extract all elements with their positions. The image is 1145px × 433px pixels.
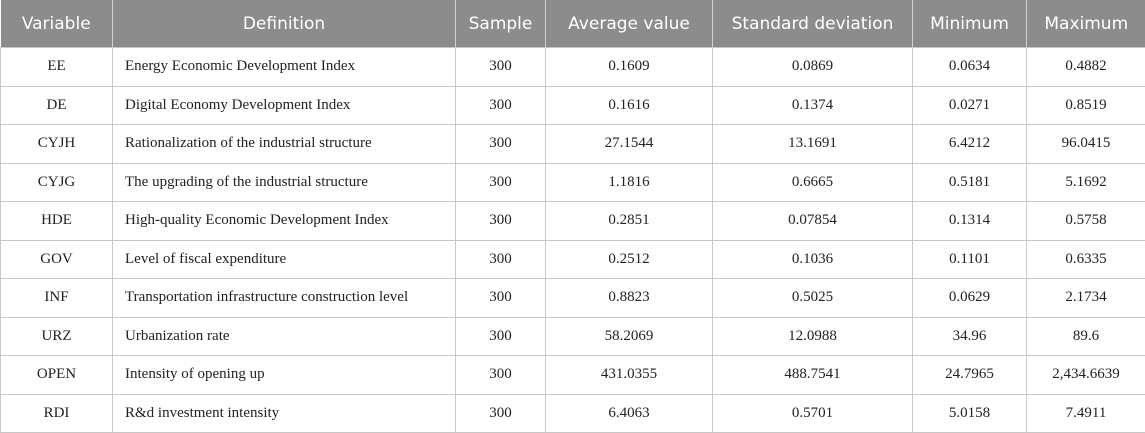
table-cell: Transportation infrastructure constructi… <box>112 278 456 318</box>
table-cell: 300 <box>455 316 546 356</box>
table-row: HDE High-quality Economic Development Ind… <box>0 201 1145 241</box>
table-cell: High-quality Economic Development Index <box>112 201 456 241</box>
table-cell: 34.96 <box>912 316 1027 356</box>
table-cell: 0.4882 <box>1026 47 1145 87</box>
table-cell: 27.1544 <box>545 124 713 164</box>
header-cell: Minimum <box>912 0 1027 48</box>
table-row: RDI R&d investment intensity 300 6.4063 0.57… <box>0 393 1145 433</box>
table-cell: 0.2512 <box>545 239 713 279</box>
table-cell: URZ <box>0 316 113 356</box>
table-cell: The upgrading of the industrial structur… <box>112 162 456 202</box>
table-body: EE Energy Economic Development Index 300 0.… <box>0 47 1145 433</box>
table-cell: Intensity of opening up <box>112 355 456 395</box>
table-cell: 89.6 <box>1026 316 1145 356</box>
table-cell: OPEN <box>0 355 113 395</box>
table-cell: 300 <box>455 278 546 318</box>
table-cell: 2.1734 <box>1026 278 1145 318</box>
table-cell: 13.1691 <box>712 124 913 164</box>
table-cell: EE <box>0 47 113 87</box>
table-cell: HDE <box>0 201 113 241</box>
table-cell: 0.1036 <box>712 239 913 279</box>
table-cell: RDI <box>0 393 113 433</box>
header-cell: Definition <box>112 0 456 48</box>
table-cell: 5.1692 <box>1026 162 1145 202</box>
table-cell: GOV <box>0 239 113 279</box>
table-cell: 0.0271 <box>912 85 1027 125</box>
table-cell: Level of fiscal expenditure <box>112 239 456 279</box>
table-row: INF Transportation infrastructure constru… <box>0 278 1145 318</box>
table-cell: 1.1816 <box>545 162 713 202</box>
table-cell: 0.6335 <box>1026 239 1145 279</box>
table-cell: 0.6665 <box>712 162 913 202</box>
table-cell: 0.2851 <box>545 201 713 241</box>
table-cell: 0.0869 <box>712 47 913 87</box>
header-cell: Sample <box>455 0 546 48</box>
table-cell: 24.7965 <box>912 355 1027 395</box>
table-cell: Energy Economic Development Index <box>112 47 456 87</box>
table-cell: 300 <box>455 162 546 202</box>
table-cell: 300 <box>455 239 546 279</box>
table-row: OPEN Intensity of opening up 300 431.0355 48… <box>0 355 1145 395</box>
table-cell: 0.5025 <box>712 278 913 318</box>
table-cell: 0.0629 <box>912 278 1027 318</box>
table-cell: 300 <box>455 124 546 164</box>
table-cell: 488.7541 <box>712 355 913 395</box>
table-cell: 5.0158 <box>912 393 1027 433</box>
table-cell: 58.2069 <box>545 316 713 356</box>
table-row: CYJG The upgrading of the industrial stru… <box>0 162 1145 202</box>
table-cell: CYJG <box>0 162 113 202</box>
table-cell: 300 <box>455 85 546 125</box>
table-row: DE Digital Economy Development Index 300 0.… <box>0 85 1145 125</box>
table-cell: Urbanization rate <box>112 316 456 356</box>
table-cell: 0.5758 <box>1026 201 1145 241</box>
header-cell: Standard deviation <box>712 0 913 48</box>
table-row: CYJH Rationalization of the industrial st… <box>0 124 1145 164</box>
table-cell: 0.07854 <box>712 201 913 241</box>
table-cell: DE <box>0 85 113 125</box>
table-cell: 300 <box>455 47 546 87</box>
table-cell: 0.8519 <box>1026 85 1145 125</box>
header-cell: Maximum <box>1026 0 1145 48</box>
table-cell: 0.5181 <box>912 162 1027 202</box>
header-row: Variable Definition Sample Average value Sta… <box>0 0 1145 48</box>
table-cell: Digital Economy Development Index <box>112 85 456 125</box>
table-cell: 2,434.6639 <box>1026 355 1145 395</box>
table-row: GOV Level of fiscal expenditure 300 0.2512 0… <box>0 239 1145 279</box>
table-cell: 0.1314 <box>912 201 1027 241</box>
table-cell: 0.1616 <box>545 85 713 125</box>
table-cell: 300 <box>455 201 546 241</box>
table-cell: 0.5701 <box>712 393 913 433</box>
header-cell: Average value <box>545 0 713 48</box>
table-cell: 0.8823 <box>545 278 713 318</box>
table-cell: INF <box>0 278 113 318</box>
table-cell: 6.4212 <box>912 124 1027 164</box>
table-row: URZ Urbanization rate 300 58.2069 12.0988 34.… <box>0 316 1145 356</box>
table-cell: 12.0988 <box>712 316 913 356</box>
header-cell: Variable <box>0 0 113 48</box>
table-row: EE Energy Economic Development Index 300 0.… <box>0 47 1145 87</box>
table-cell: 7.4911 <box>1026 393 1145 433</box>
table-cell: 0.0634 <box>912 47 1027 87</box>
table-cell: CYJH <box>0 124 113 164</box>
table-cell: 300 <box>455 393 546 433</box>
table-cell: 0.1101 <box>912 239 1027 279</box>
table-cell: 0.1374 <box>712 85 913 125</box>
table-cell: Rationalization of the industrial struct… <box>112 124 456 164</box>
table-cell: 6.4063 <box>545 393 713 433</box>
table-cell: 0.1609 <box>545 47 713 87</box>
table-cell: R&d investment intensity <box>112 393 456 433</box>
table-cell: 300 <box>455 355 546 395</box>
table-cell: 96.0415 <box>1026 124 1145 164</box>
table-cell: 431.0355 <box>545 355 713 395</box>
